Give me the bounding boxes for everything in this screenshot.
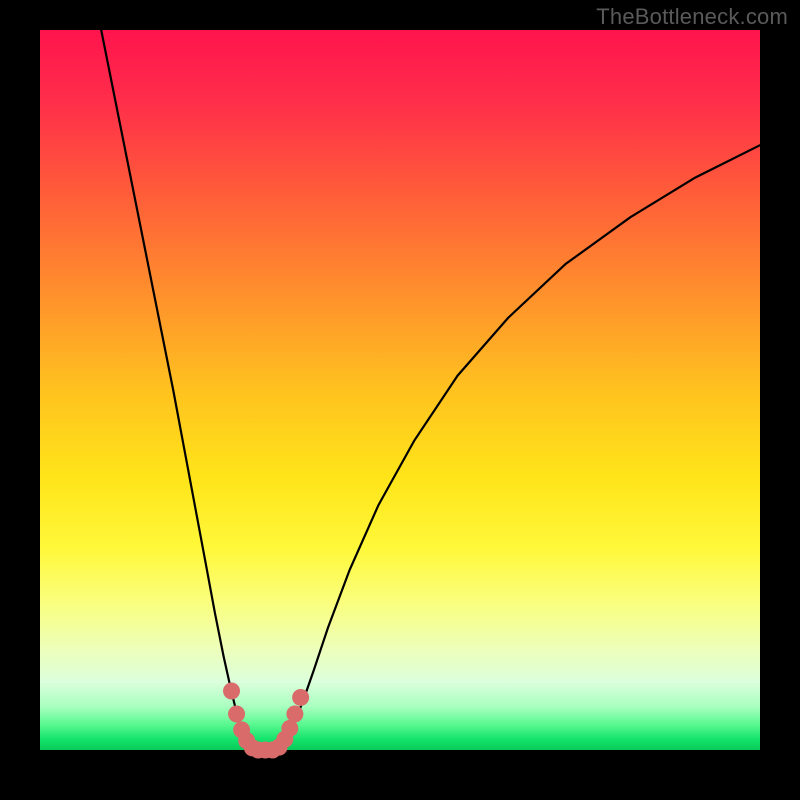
trough-marker <box>292 689 309 706</box>
plot-background <box>40 30 760 750</box>
trough-marker <box>286 706 303 723</box>
bottleneck-chart <box>0 0 800 800</box>
watermark-text: TheBottleneck.com <box>596 4 788 30</box>
chart-container: TheBottleneck.com <box>0 0 800 800</box>
trough-marker <box>223 682 240 699</box>
trough-marker <box>228 706 245 723</box>
